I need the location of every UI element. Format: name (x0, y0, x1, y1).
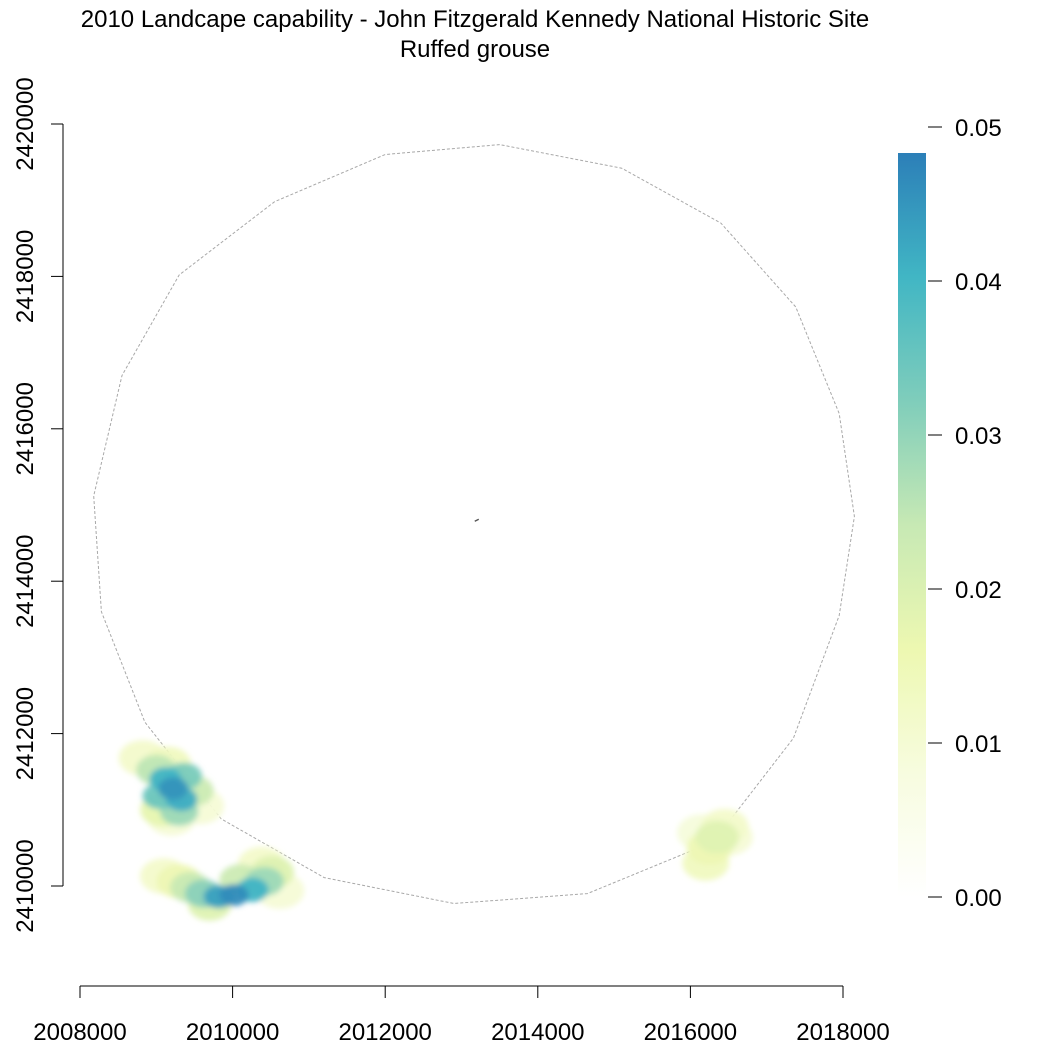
x-tick-label: 2010000 (186, 1019, 279, 1046)
y-tick-label: 2420000 (12, 77, 39, 170)
raster-cell (219, 884, 249, 906)
y-tick-label: 2414000 (12, 534, 39, 627)
legend-tick-label: 0.04 (955, 269, 1002, 296)
y-tick-label: 2412000 (12, 687, 39, 780)
x-tick-label: 2008000 (33, 1019, 126, 1046)
legend-tick-label: 0.01 (955, 731, 1002, 758)
x-axis: 2008000 2010000 2012000 2014000 2016000 20180… (33, 985, 890, 1046)
chart-subtitle: Ruffed grouse (400, 36, 550, 63)
legend-tick-label: 0.00 (955, 885, 1002, 912)
legend-tick-label: 0.05 (955, 115, 1002, 142)
x-tick-label: 2012000 (338, 1019, 431, 1046)
y-axis: 2410000 2412000 2414000 2416000 2418000 24200… (12, 77, 64, 933)
park-boundary-layer (93, 144, 855, 905)
y-tick-label: 2418000 (12, 230, 39, 323)
x-tick-label: 2018000 (796, 1019, 889, 1046)
y-tick-label: 2416000 (12, 382, 39, 475)
legend-tick-label: 0.02 (955, 577, 1002, 604)
legend-color-bar (898, 153, 926, 897)
raster-cell (158, 777, 188, 800)
park-boundary (93, 144, 855, 905)
legend-tick-label: 0.03 (955, 423, 1002, 450)
color-legend: 0.00 0.01 0.02 0.03 0.04 0.05 (898, 115, 1002, 912)
y-tick-label: 2410000 (12, 839, 39, 932)
capability-patch-southwest-lower (140, 846, 305, 921)
site-marker (474, 518, 480, 522)
x-tick-label: 2014000 (491, 1019, 584, 1046)
capability-patch-southeast (677, 808, 753, 881)
capability-raster (118, 740, 753, 921)
capability-patch-southwest-upper (118, 740, 225, 836)
raster-cell (695, 820, 739, 854)
x-tick-label: 2016000 (644, 1019, 737, 1046)
chart-title: 2010 Landcape capability - John Fitzgera… (81, 6, 869, 33)
